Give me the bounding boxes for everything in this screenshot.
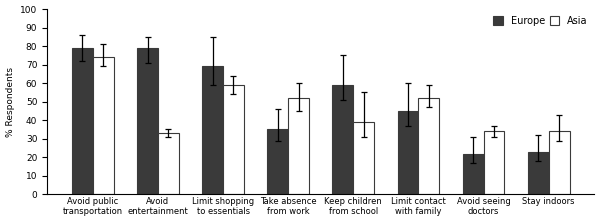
Bar — [202, 66, 223, 194]
Bar — [332, 85, 353, 194]
Bar — [484, 131, 505, 194]
Bar — [288, 98, 309, 194]
Bar — [463, 154, 484, 194]
Bar — [418, 98, 439, 194]
Bar — [353, 122, 374, 194]
Bar — [137, 48, 158, 194]
Bar — [223, 85, 244, 194]
Bar — [549, 131, 569, 194]
Legend: Europe, Asia: Europe, Asia — [491, 14, 590, 28]
Bar — [158, 133, 179, 194]
Bar — [268, 129, 288, 194]
Y-axis label: % Respondents: % Respondents — [5, 67, 14, 137]
Bar — [398, 111, 418, 194]
Bar — [93, 57, 113, 194]
Bar — [528, 152, 549, 194]
Bar — [72, 48, 93, 194]
